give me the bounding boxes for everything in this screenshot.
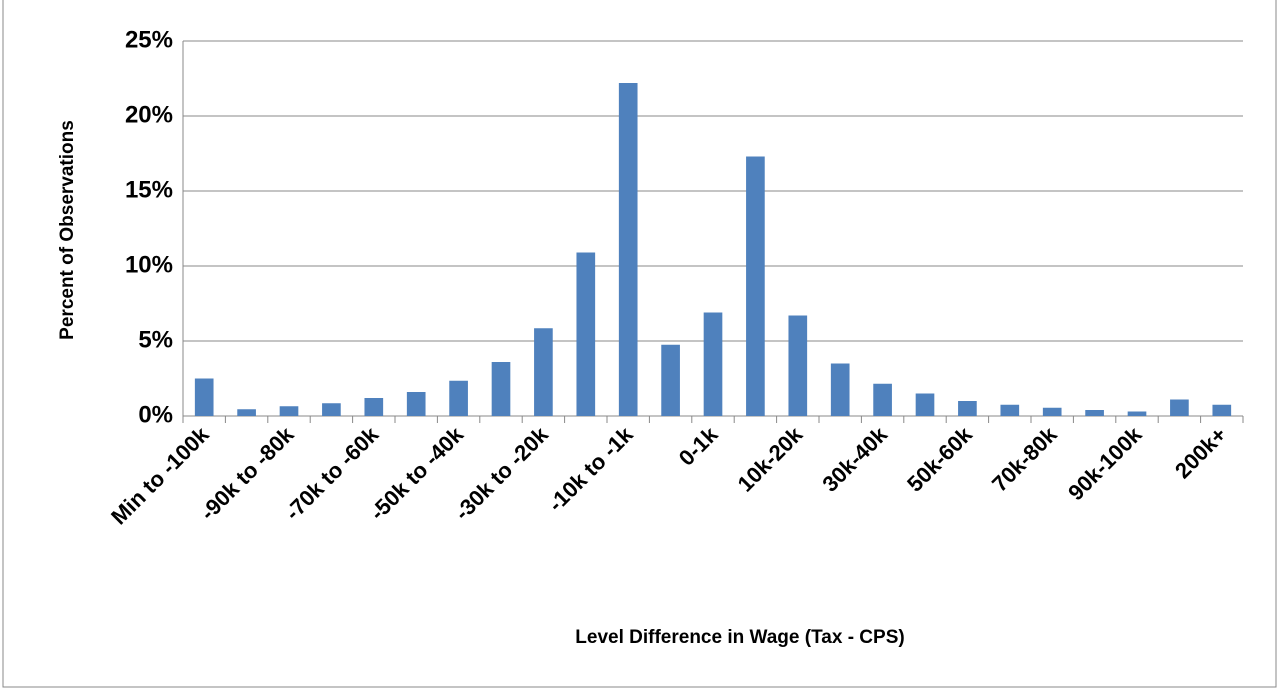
- bar: [449, 380, 468, 416]
- bar: [703, 312, 723, 416]
- x-tick-label: 0-1k: [674, 421, 723, 470]
- bar: [491, 362, 511, 416]
- x-tick-label: 70k-80k: [987, 421, 1062, 496]
- bar: [279, 406, 299, 416]
- bar: [1170, 399, 1189, 416]
- bar: [788, 315, 808, 416]
- x-tick-label: 30k-40k: [817, 421, 892, 496]
- bar: [194, 378, 214, 416]
- bar: [1000, 404, 1020, 416]
- x-axis-title: Level Difference in Wage (Tax - CPS): [575, 627, 904, 648]
- x-tick-label: 10k-20k: [733, 421, 808, 496]
- bar: [1127, 411, 1147, 416]
- x-tick-label: Min to -100k: [106, 421, 214, 529]
- bar: [364, 398, 384, 416]
- bar: [1042, 407, 1062, 416]
- y-tick-label: 15%: [125, 176, 173, 203]
- x-tick-label: 200k+: [1170, 422, 1231, 483]
- bar: [618, 83, 638, 416]
- bar: [576, 252, 596, 416]
- y-tick-label: 25%: [125, 26, 173, 53]
- bar: [746, 156, 765, 416]
- bar: [1212, 404, 1232, 416]
- bar: [237, 409, 256, 416]
- bar: [830, 363, 850, 416]
- bar: [873, 383, 892, 416]
- x-tick-label: 90k-100k: [1063, 421, 1147, 505]
- bar: [958, 401, 977, 416]
- y-tick-label: 0%: [138, 401, 173, 428]
- x-tick-label: -10k to -1k: [543, 421, 638, 516]
- y-tick-label: 20%: [125, 101, 173, 128]
- bar: [322, 403, 341, 416]
- bar: [661, 344, 680, 416]
- x-tick-label: 50k-60k: [902, 421, 977, 496]
- y-tick-label: 10%: [125, 251, 173, 278]
- bar: [915, 393, 935, 416]
- y-axis-title: Percent of Observations: [57, 120, 78, 340]
- y-tick-label: 5%: [138, 326, 173, 353]
- bar: [534, 328, 553, 416]
- bar: [1085, 410, 1104, 416]
- bar: [406, 392, 426, 416]
